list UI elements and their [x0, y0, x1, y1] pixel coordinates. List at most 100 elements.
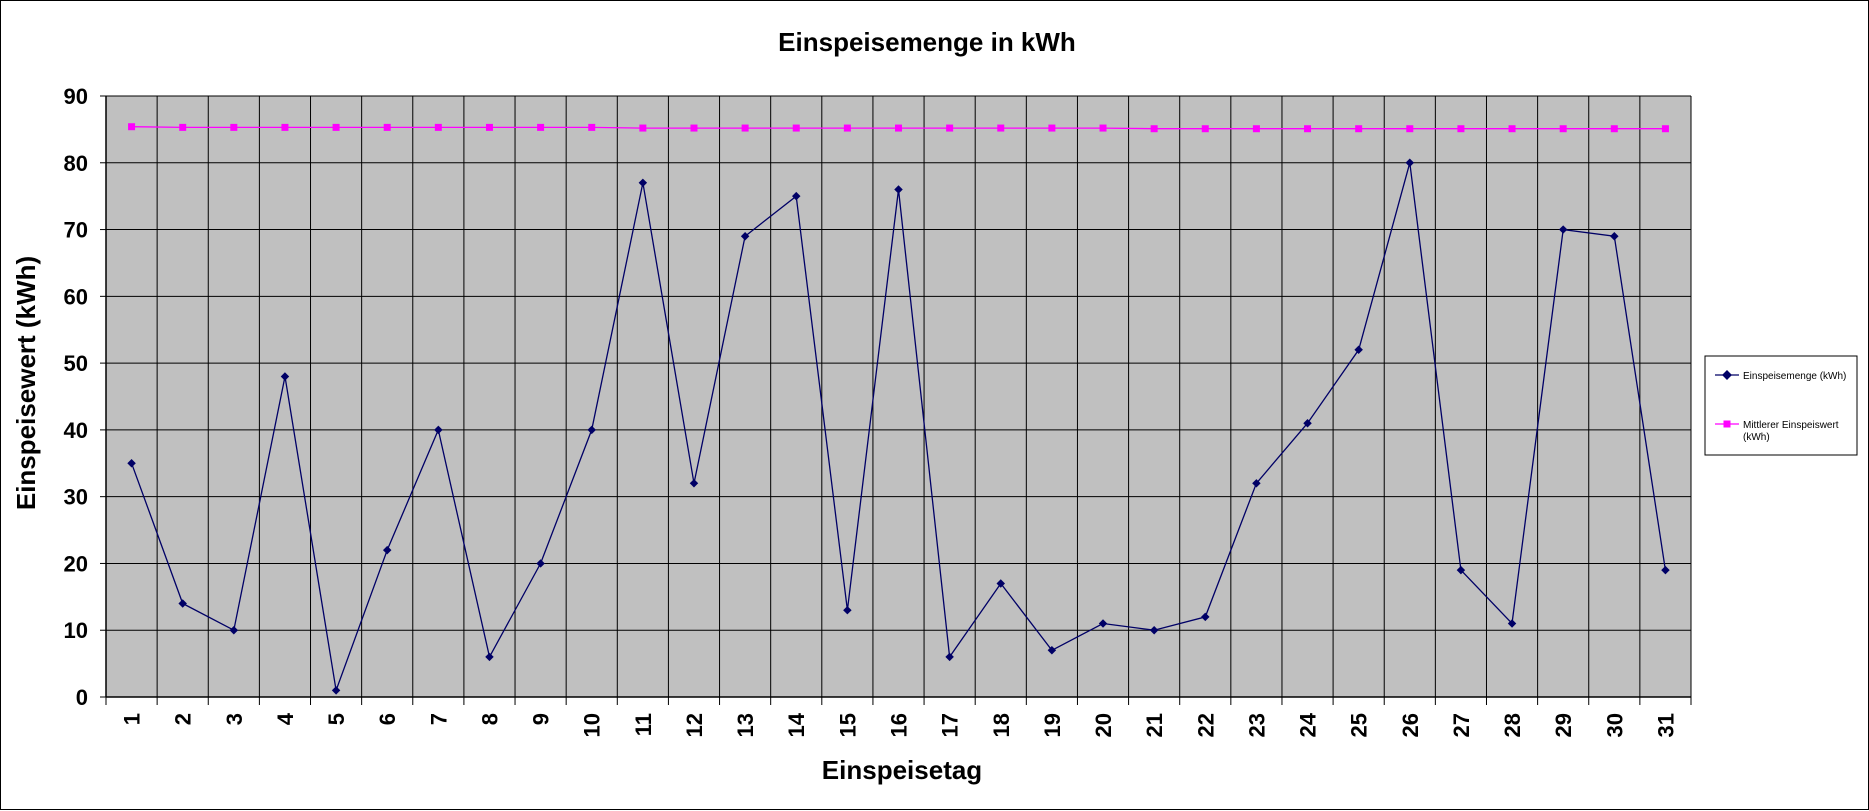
series-markers	[127, 123, 1670, 695]
x-tick-label: 11	[631, 713, 656, 736]
data-point	[485, 123, 493, 131]
x-tick-label: 2	[171, 713, 196, 725]
legend-box	[1704, 355, 1858, 456]
data-point	[179, 123, 187, 131]
data-point	[1252, 125, 1260, 133]
data-point	[1456, 565, 1466, 575]
x-tick-label: 22	[1193, 713, 1218, 737]
data-point	[996, 579, 1006, 588]
x-tick-label: 4	[273, 712, 298, 725]
legend: Einspeisemenge (kWh) Mittlerer Einspeisw…	[1704, 355, 1858, 456]
y-tick-label: 20	[64, 551, 88, 576]
data-point	[946, 124, 954, 132]
x-tick-label: 24	[1296, 712, 1321, 737]
x-tick-label: 29	[1551, 713, 1576, 737]
y-tick-label: 10	[64, 618, 88, 643]
x-tick-label: 6	[375, 713, 400, 725]
data-point	[895, 124, 902, 132]
data-point	[1661, 125, 1669, 133]
data-point	[1508, 125, 1516, 133]
data-point	[1559, 125, 1567, 133]
x-tick-label: 13	[733, 713, 758, 737]
x-tick-label: 10	[580, 713, 605, 737]
data-point	[690, 124, 698, 132]
x-tick-label: 3	[222, 713, 247, 725]
x-tick-label: 21	[1142, 713, 1167, 737]
y-tick-label: 40	[64, 418, 88, 443]
x-tick-label: 19	[1040, 713, 1065, 737]
data-point	[1047, 646, 1057, 655]
data-point	[1048, 124, 1056, 132]
x-tick-label: 20	[1091, 713, 1116, 737]
data-point	[383, 123, 391, 131]
data-point	[280, 372, 290, 381]
x-axis-title: Einspeisetag	[822, 755, 982, 785]
x-tick-label: 5	[324, 713, 349, 725]
x-axis-ticks: 1 2 3 4 5 6 7 8 9 10 11 12 13 14 15 16 17 18 19 20 21 22 23 24 2…	[120, 712, 1679, 737]
data-point	[741, 124, 749, 132]
x-tick-label: 17	[938, 713, 963, 737]
x-tick-label: 12	[682, 713, 707, 737]
data-point	[1354, 345, 1363, 354]
data-point	[1149, 625, 1159, 635]
x-tick-label: 14	[784, 712, 809, 737]
x-tick-label: 8	[477, 713, 502, 725]
x-tick-label: 26	[1398, 713, 1423, 737]
x-tick-label: 28	[1500, 713, 1525, 737]
y-tick-label: 70	[64, 218, 88, 243]
data-point	[1661, 565, 1670, 575]
data-point	[843, 124, 851, 132]
data-point	[1201, 125, 1209, 133]
x-tick-label: 1	[120, 713, 145, 725]
data-point	[587, 425, 596, 435]
x-tick-label: 25	[1347, 713, 1372, 737]
data-point	[1098, 619, 1108, 628]
data-point	[792, 124, 800, 132]
y-tick-label: 50	[64, 351, 88, 376]
legend-label-mittlerer: Mittlerer Einspeiswert (kWh)	[1743, 420, 1841, 443]
data-point	[1099, 124, 1107, 132]
data-point	[1303, 418, 1312, 428]
data-point	[689, 479, 699, 488]
data-point	[281, 123, 289, 131]
y-tick-label: 90	[64, 84, 88, 109]
legend-label-mittlerer-line2: (kWh)	[1743, 432, 1770, 443]
data-point	[127, 459, 136, 468]
data-point	[639, 124, 647, 132]
y-axis-title: Einspeisewert (kWh)	[11, 256, 41, 510]
x-tick-label: 16	[887, 713, 912, 737]
y-tick-label: 60	[64, 284, 88, 309]
x-tick-label: 27	[1449, 713, 1474, 737]
data-point	[230, 123, 238, 131]
y-axis-ticks: 0 10 20 30 40 50 60 70 80 90	[64, 84, 106, 710]
legend-label-einspeisemenge: Einspeisemenge (kWh)	[1743, 371, 1846, 382]
data-point	[588, 123, 596, 131]
x-tick-label: 15	[835, 713, 860, 737]
x-tick-label: 9	[529, 713, 554, 725]
data-point	[434, 123, 442, 131]
data-point	[843, 605, 852, 615]
chart-title: Einspeisemenge in kWh	[778, 27, 1076, 57]
data-point	[331, 686, 341, 695]
data-point	[1201, 612, 1210, 622]
x-tick-label: 30	[1602, 713, 1627, 737]
data-point	[1406, 125, 1414, 133]
gridlines	[105, 95, 1692, 705]
data-point	[1150, 125, 1158, 133]
data-point	[997, 124, 1005, 132]
x-tick-label: 23	[1244, 713, 1269, 737]
data-point	[536, 559, 545, 568]
y-tick-label: 0	[76, 685, 88, 710]
data-point	[485, 652, 494, 662]
data-point	[1304, 125, 1312, 133]
legend-marker-mittlerer	[1723, 420, 1731, 428]
data-point	[1507, 619, 1517, 628]
data-point	[382, 545, 392, 555]
legend-marker-einspeisemenge	[1722, 370, 1732, 380]
data-point	[434, 425, 443, 435]
x-tick-label: 31	[1653, 713, 1678, 737]
y-tick-label: 30	[64, 485, 88, 510]
data-point	[1610, 125, 1618, 133]
data-point	[332, 123, 340, 131]
